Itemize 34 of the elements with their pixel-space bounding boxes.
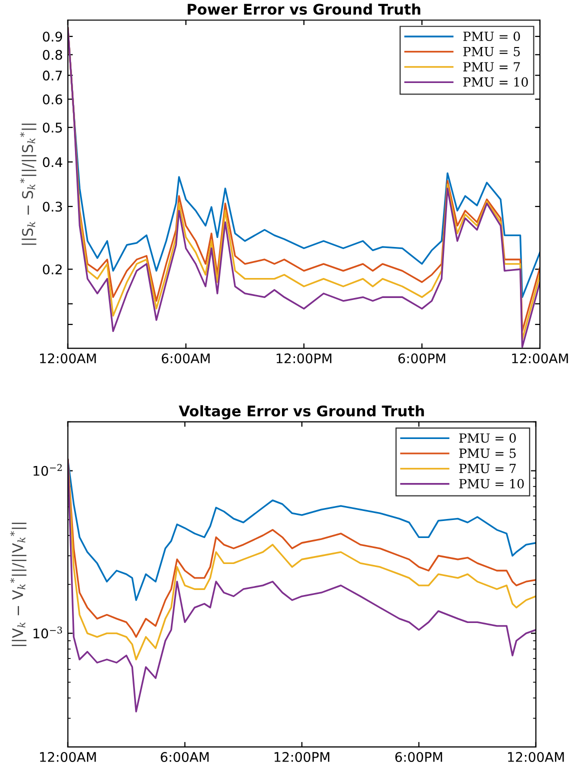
chart-title: Voltage Error vs Ground Truth: [178, 405, 424, 420]
text: ||S$_{k}$ − S$_{k}$$^{*}$||/||S$_{k}$$^{*}$||: [20, 124, 36, 245]
legend-label: PMU = 5: [463, 46, 520, 56]
legend-label: PMU = 7: [463, 62, 520, 72]
x-tick-label: 12:00AM: [508, 752, 564, 762]
x-tick-label: 12:00AM: [40, 752, 96, 762]
legend-label: PMU = 10: [459, 478, 524, 488]
x-tick-label: 12:00PM: [274, 752, 330, 762]
x-tick-label: 6:00PM: [398, 353, 446, 364]
y-tick-label: 0.3: [42, 202, 62, 212]
y-tick-label: 0.5: [42, 122, 62, 133]
line-series: [68, 458, 536, 712]
x-tick-label: 6:00PM: [395, 752, 442, 762]
x-tick-label: 6:00AM: [160, 752, 209, 762]
x-tick-label: 12:00PM: [276, 353, 332, 364]
line-series: [68, 458, 536, 601]
x-tick-label: 12:00AM: [40, 353, 96, 364]
legend-label: PMU = 0: [459, 433, 516, 443]
y-tick-label: 0.7: [42, 70, 62, 81]
y-tick-label: 0.8: [42, 50, 62, 60]
y-tick-label: 0.2: [42, 264, 62, 274]
legend-label: PMU = 10: [463, 77, 528, 87]
x-tick-label: 12:00AM: [512, 353, 568, 364]
y-tick-label: 0.9: [42, 32, 62, 42]
y-tick-label: 10$^{−2}$: [34, 464, 62, 476]
x-tick-label: 6:00AM: [162, 353, 210, 364]
legend-label: PMU = 5: [459, 448, 516, 458]
y-tick-label: 0.4: [42, 157, 62, 168]
text: ||V$_{k}$ − V$_{k}$$^{*}$||/||V$_{k}$$^{*}$||: [10, 522, 26, 646]
legend-label: PMU = 7: [459, 464, 516, 474]
legend-label: PMU = 0: [463, 32, 520, 42]
y-tick-label: 10$^{−3}$: [34, 626, 62, 638]
chart-title: Power Error vs Ground Truth: [188, 3, 420, 15]
y-tick-label: 0.6: [42, 94, 62, 104]
